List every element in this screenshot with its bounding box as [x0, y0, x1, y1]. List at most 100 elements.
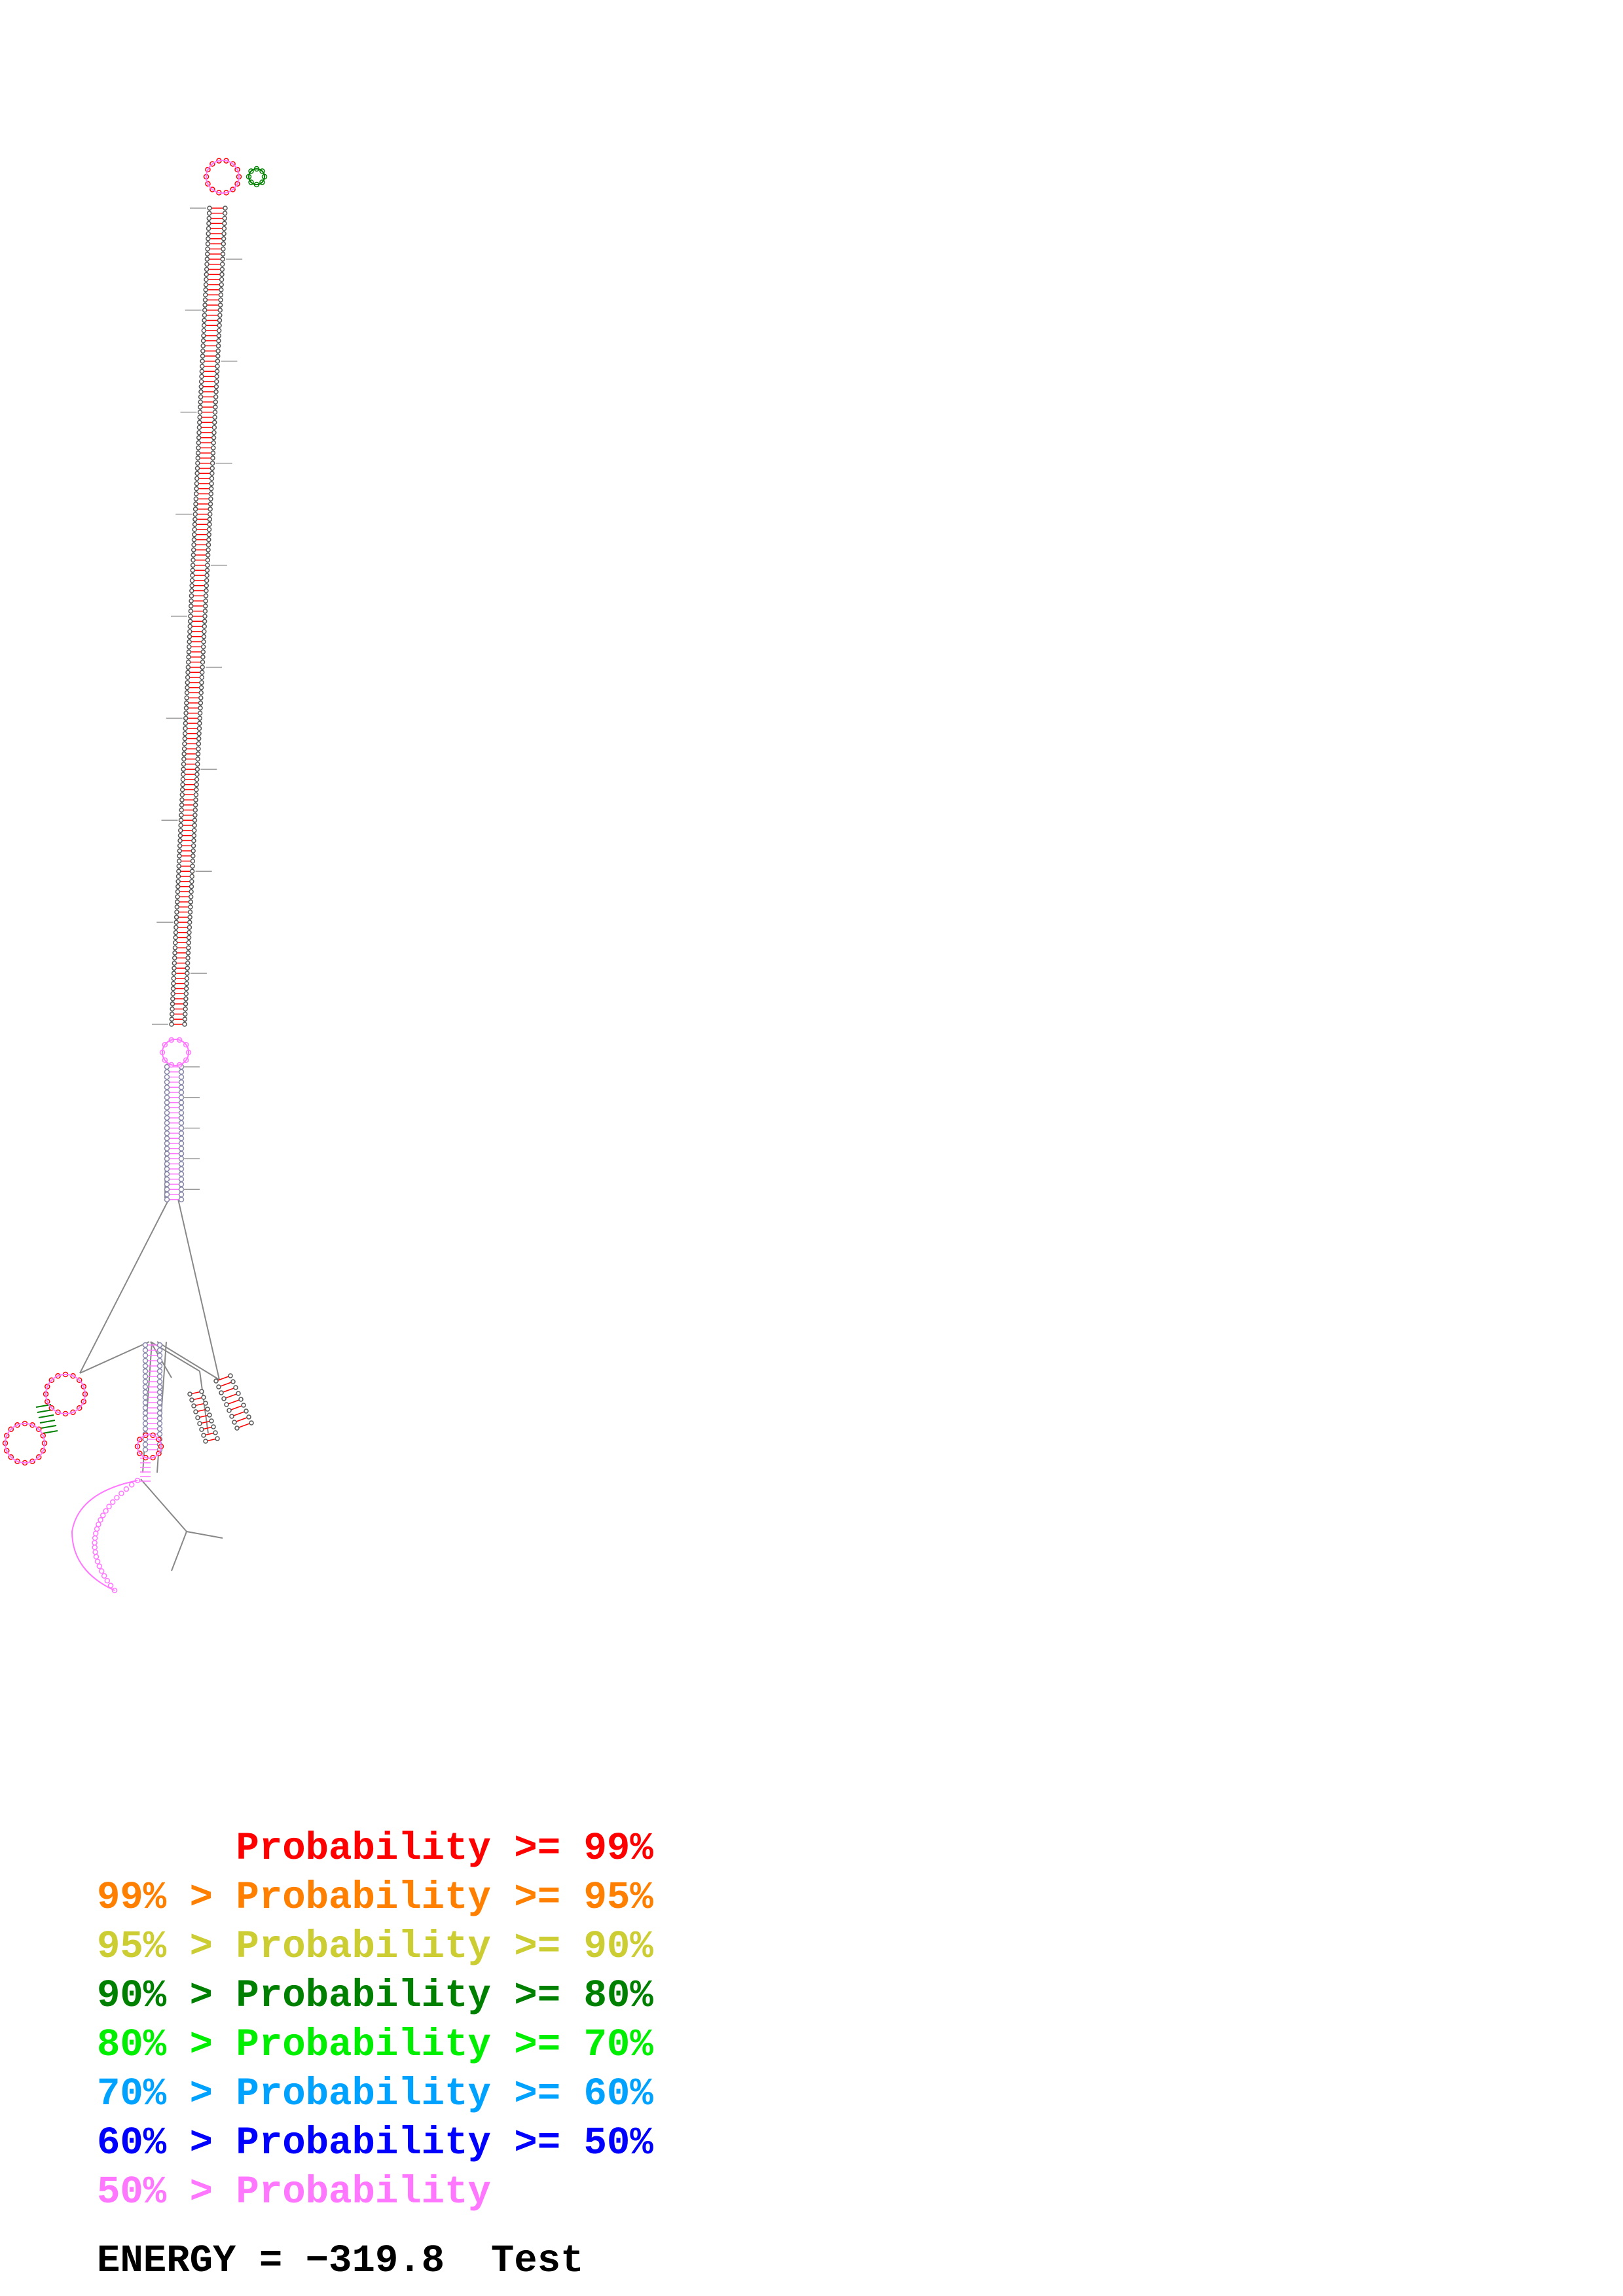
- nucleotide: [174, 899, 180, 905]
- nucleotide: [210, 456, 215, 461]
- nucleotide: [215, 343, 221, 349]
- nucleotide: [156, 1347, 163, 1354]
- nucleotide: [164, 1074, 170, 1080]
- nucleotide: [191, 552, 196, 558]
- nucleotide: [177, 843, 183, 848]
- nucleotide: [199, 670, 205, 675]
- unpaired-tail-arc: [71, 1480, 138, 1591]
- nucleotide: [178, 1115, 185, 1121]
- nucleotide: [178, 1166, 185, 1172]
- base-pair: [226, 1399, 242, 1405]
- nucleotide: [215, 359, 221, 364]
- nucleotide: [178, 1196, 185, 1203]
- nucleotide: [205, 246, 210, 252]
- nucleotide: [179, 797, 185, 802]
- nucleotide: [175, 884, 181, 889]
- nucleotide: [194, 777, 200, 782]
- energy-title: ENERGY = −319.8 Test: [97, 2239, 584, 2283]
- nucleotide: [200, 655, 206, 660]
- nucleotide: [183, 996, 189, 1001]
- nucleotide: [206, 221, 211, 226]
- nucleotide: [169, 1011, 175, 1017]
- nucleotide: [184, 980, 189, 986]
- terminal-small-loop: [248, 168, 265, 185]
- nucleotide: [199, 675, 205, 680]
- nucleotide: [198, 706, 203, 711]
- tail-nucleotide: [92, 1544, 98, 1551]
- nucleotide: [178, 1125, 185, 1131]
- tail-nucleotide: [96, 1521, 101, 1528]
- nucleotide: [212, 414, 217, 420]
- nucleotide: [181, 772, 186, 777]
- nucleotide: [164, 1125, 170, 1131]
- nucleotide: [190, 863, 195, 869]
- nucleotide: [174, 904, 180, 910]
- nucleotide: [183, 1001, 189, 1007]
- nucleotide: [164, 1135, 170, 1141]
- nucleotide: [189, 598, 194, 603]
- nucleotide: [217, 317, 223, 323]
- nucleotide: [196, 726, 202, 731]
- nucleotide: [173, 914, 179, 920]
- nucleotide: [196, 746, 201, 751]
- nucleotide: [164, 1140, 170, 1147]
- nucleotide: [173, 935, 178, 941]
- nucleotide: [186, 655, 191, 660]
- nucleotide: [175, 874, 181, 879]
- nucleotide: [195, 1415, 200, 1420]
- nucleotide: [222, 211, 228, 216]
- base-pair: [231, 1410, 247, 1417]
- nucleotide: [178, 1100, 185, 1105]
- nucleotide: [164, 1094, 170, 1101]
- nucleotide: [196, 430, 202, 435]
- base-pair: [215, 1375, 231, 1382]
- nucleotide: [192, 802, 198, 808]
- nucleotide: [208, 496, 213, 501]
- tail-nucleotide: [92, 1549, 98, 1555]
- nucleotide: [219, 277, 225, 282]
- nucleotide: [201, 1395, 206, 1400]
- nucleotide: [194, 481, 200, 486]
- nucleotide: [204, 266, 210, 272]
- tail-nucleotide: [93, 1530, 99, 1537]
- nucleotide: [142, 1368, 149, 1374]
- nucleotide: [186, 945, 191, 950]
- nucleotide: [204, 277, 209, 282]
- nucleotide: [170, 996, 175, 1001]
- nucleotide: [206, 532, 211, 537]
- nucleotide: [169, 1022, 174, 1027]
- tail-nucleotide: [101, 1573, 107, 1579]
- nucleotide: [177, 848, 183, 853]
- nucleotide: [191, 838, 196, 844]
- nucleotide: [202, 629, 207, 634]
- nucleotide: [164, 1130, 170, 1136]
- nucleotide: [156, 1431, 163, 1437]
- nucleotide: [196, 741, 202, 747]
- nucleotide: [204, 257, 210, 262]
- nucleotide: [213, 389, 219, 395]
- nucleotide: [202, 613, 208, 619]
- tail-nucleotide: [119, 1490, 124, 1496]
- nucleotide: [191, 848, 196, 853]
- nucleotide: [198, 379, 204, 384]
- nucleotide: [178, 1105, 185, 1111]
- nucleotide: [196, 425, 202, 430]
- nucleotide: [214, 368, 220, 374]
- nucleotide: [213, 384, 219, 389]
- tail-nucleotide: [98, 1516, 103, 1523]
- nucleotide: [194, 766, 200, 772]
- nucleotide: [192, 507, 198, 512]
- nucleotide: [164, 1166, 170, 1172]
- nucleotide: [210, 460, 215, 466]
- nucleotide: [202, 308, 208, 313]
- base-pair: [42, 1430, 58, 1434]
- nucleotide: [172, 945, 178, 950]
- nucleotide: [182, 736, 188, 742]
- nucleotide: [208, 486, 214, 492]
- nucleotide: [185, 950, 191, 956]
- nucleotide: [219, 287, 224, 293]
- nucleotide: [205, 241, 211, 247]
- base-pair-rungs: [35, 207, 252, 1482]
- nucleotide: [215, 353, 221, 359]
- nucleotide: [187, 629, 192, 634]
